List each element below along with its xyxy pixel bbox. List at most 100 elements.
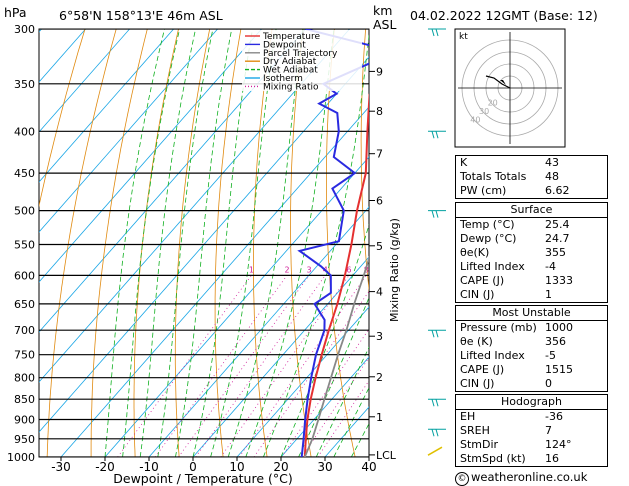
wind-barb-tick: [435, 429, 439, 437]
most-unstable-title: Most Unstable: [456, 306, 607, 321]
wind-barb-tick: [435, 330, 439, 338]
mixing-ratio-label: 1: [249, 265, 254, 274]
profile-lines: [297, 29, 369, 457]
mixing-ratio-label: 20: [420, 265, 430, 274]
temperature-profile: [303, 93, 369, 457]
hodograph-table: Hodograph EH -36 SREH 7 StmDir 124° StmSpd …: [455, 394, 608, 467]
wind-barb-tick: [435, 399, 439, 407]
mixing-ratio-label: 3: [306, 265, 311, 274]
location-title: 6°58'N 158°13'E 46m ASL: [59, 8, 223, 23]
stat-row: CAPE (J) 1333: [460, 274, 573, 287]
km-label: km: [373, 3, 393, 18]
hodograph-ring-label: 20: [488, 98, 498, 107]
temperature-tick-label: 40: [361, 460, 376, 474]
stat-row-k: K 43: [460, 156, 559, 169]
pressure-tick-label: 700: [14, 324, 35, 337]
plot-frame: [38, 28, 370, 458]
stat-row: CIN (J) 0: [460, 377, 552, 390]
temperature-tick-label: -20: [95, 460, 115, 474]
pressure-tick-label: 650: [14, 298, 35, 311]
stat-row-totals: Totals Totals 48: [460, 170, 559, 183]
mixing-ratio-label: 10: [375, 265, 385, 274]
stat-row: Lifted Index -5: [460, 349, 556, 362]
isotherm-line: [39, 29, 218, 233]
stat-row: Temp (°C) 25.4: [460, 218, 570, 231]
dry-adiabat-line: [360, 29, 369, 293]
legend-entry: Mixing Ratio: [263, 82, 319, 92]
pressure-tick-label: 300: [14, 23, 35, 36]
km-tick-label: 6: [376, 195, 383, 208]
isotherm-line: [39, 29, 350, 383]
mixing-ratio-label: 15: [401, 265, 411, 274]
isotherm-line: [192, 256, 369, 457]
x-axis-label: Dewpoint / Temperature (°C): [113, 471, 292, 486]
hodograph-storm-arrow: [500, 80, 506, 85]
km-tick-label: 9: [376, 65, 383, 78]
km-tick-label: 7: [376, 148, 383, 161]
stat-row: StmDir 124°: [460, 438, 572, 451]
wind-barb-tick: [435, 210, 439, 218]
wind-barb-tick: [431, 330, 435, 338]
temperature-tick-label: 20: [273, 460, 288, 474]
pressure-gridlines: [39, 29, 369, 457]
axis-labels: 3003504004505005506006507007508008509009…: [7, 23, 397, 474]
stat-row: Lifted Index -4: [460, 260, 556, 273]
isotherm-line: [236, 306, 369, 457]
datetime-title: 04.02.2022 12GMT (Base: 12): [410, 8, 598, 23]
surface-title: Surface: [456, 203, 607, 218]
mixing-ratio-axis-label: Mixing Ratio (g/kg): [388, 218, 401, 322]
temperature-tick-label: 10: [229, 460, 244, 474]
hodograph-ring-label: 40: [470, 116, 480, 125]
wet-adiabat-line: [298, 296, 369, 457]
wind-barb-tick: [431, 210, 435, 218]
dewpoint-profile: [297, 29, 369, 457]
wind-barb-tick: [431, 131, 435, 139]
km-tick-label: 5: [376, 240, 383, 253]
isotherm-line: [280, 356, 369, 457]
legend-entry: Parcel Trajectory: [263, 49, 338, 59]
isotherm-line: [39, 29, 130, 133]
legend-entry: Temperature: [262, 32, 320, 42]
wet-adiabat-line: [333, 386, 369, 457]
isotherm-line: [39, 29, 306, 333]
stat-row: CAPE (J) 1515: [460, 363, 573, 376]
stat-row: θe (K) 356: [460, 335, 566, 348]
wind-barb-tick: [431, 399, 435, 407]
legend-entry: Isotherm: [263, 74, 303, 84]
stat-row: CIN (J) 1: [460, 288, 552, 301]
temperature-tick-label: 30: [317, 460, 332, 474]
km-tick-label: 8: [376, 105, 383, 118]
isotherm-line: [39, 29, 174, 183]
pressure-tick-label: 400: [14, 125, 35, 138]
parcel-trajectory-line: [303, 255, 369, 457]
isotherms: [39, 29, 369, 457]
credit: © weatheronline.co.uk: [455, 470, 587, 486]
mixing-ratio-label: 2: [284, 265, 289, 274]
mixing-ratio-label: 25: [435, 265, 445, 274]
isotherm-line: [39, 56, 369, 433]
hodograph-trace: [485, 75, 511, 89]
wind-barbs: [427, 28, 446, 456]
wind-barb-tick: [435, 131, 439, 139]
wind-barb-tick: [431, 429, 435, 437]
dry-adiabat-line: [395, 29, 443, 457]
stat-row-pw: PW (cm) 6.62: [460, 184, 570, 197]
temperature-tick-label: -10: [139, 460, 159, 474]
legend-entry: Dry Adiabat: [263, 57, 317, 67]
km-tick-label: 4: [376, 286, 383, 299]
surface-wind-barb: [427, 446, 443, 456]
pressure-tick-label: 800: [14, 372, 35, 385]
pressure-tick-label: 500: [14, 205, 35, 218]
km-tick-label: LCL: [376, 449, 397, 462]
copyright-icon: ©: [455, 472, 469, 486]
km-tick-label: 3: [376, 330, 383, 343]
isotherm-line: [148, 206, 369, 457]
stat-row: Dewp (°C) 24.7: [460, 232, 570, 245]
hodograph-kt-label: kt: [459, 32, 468, 42]
mixing-ratio-label: 6: [346, 265, 351, 274]
dry-adiabat-line: [39, 29, 86, 208]
hodograph-ring-label: 30: [479, 107, 489, 116]
wet-adiabat-line: [315, 346, 369, 457]
